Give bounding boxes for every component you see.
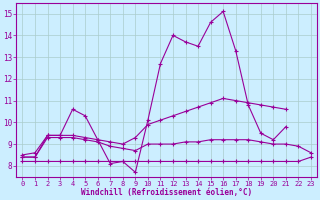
X-axis label: Windchill (Refroidissement éolien,°C): Windchill (Refroidissement éolien,°C)	[81, 188, 252, 197]
